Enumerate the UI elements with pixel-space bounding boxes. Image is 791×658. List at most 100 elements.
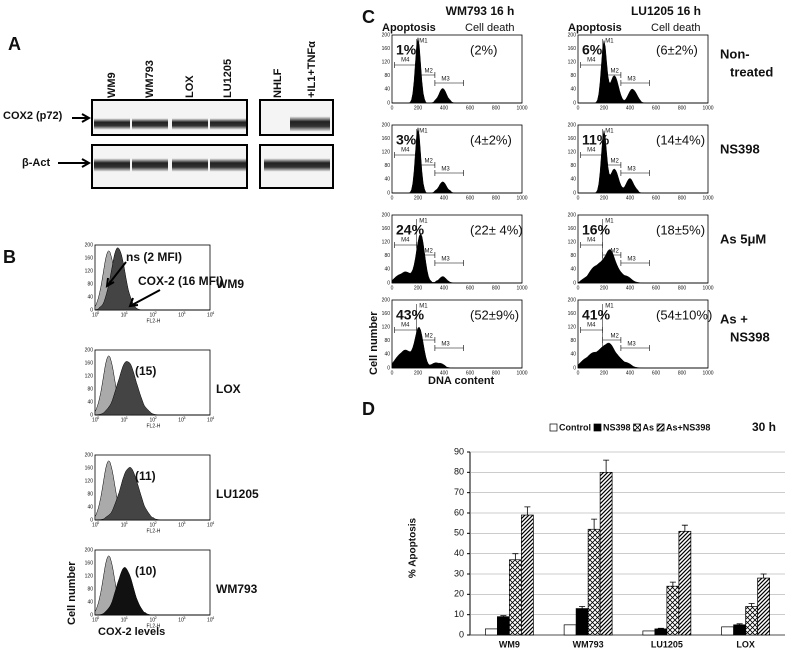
y-tick-label: 160: [85, 465, 94, 471]
axis-label: DNA content: [428, 375, 495, 387]
apoptosis-value: 3%: [396, 132, 417, 148]
gate-label: M4: [401, 238, 410, 244]
gate: [620, 345, 650, 351]
cell-death-value: (52±9%): [470, 307, 519, 322]
y-tick-label: 0: [90, 612, 93, 618]
x-tick-exponent: 0: [97, 615, 100, 620]
annotation: (11): [135, 469, 156, 483]
x-tick-exponent: 3: [183, 310, 186, 315]
x-tick-label: 600: [652, 285, 661, 291]
bar: [666, 585, 680, 636]
x-tick-exponent: 1: [126, 520, 129, 525]
y-tick-label: 80: [87, 586, 93, 592]
x-tick-exponent: 3: [183, 520, 186, 525]
gate-label: M3: [627, 342, 636, 348]
gate-label: M2: [611, 334, 620, 340]
gate-label: M3: [441, 342, 450, 348]
x-tick-label: 0: [391, 370, 394, 376]
y-tick-label: 0: [90, 412, 93, 418]
x-tick-label: 600: [652, 105, 661, 111]
histogram: [578, 40, 708, 104]
cell-line: WM793: [216, 582, 258, 596]
lane-label: LU1205: [222, 59, 234, 98]
column-header: Cell death: [651, 22, 701, 34]
error-bar: [681, 524, 688, 532]
y-tick-label: 160: [85, 255, 94, 261]
x-tick-base: 10: [92, 617, 98, 623]
y-tick-label: 80: [454, 467, 464, 477]
y-tick-label: 120: [85, 373, 94, 379]
error-bar: [736, 623, 743, 625]
error-bar: [591, 518, 598, 530]
x-tick-exponent: 1: [126, 615, 129, 620]
gate-label: M1: [419, 129, 428, 135]
gate-label: M2: [611, 69, 620, 75]
error-bar: [669, 581, 676, 587]
x-tick-label: 600: [466, 195, 475, 201]
blot-band: [264, 158, 330, 172]
y-tick-label: 80: [384, 338, 390, 344]
legend-label: As+NS398: [666, 422, 710, 432]
histogram: [391, 233, 522, 284]
annotation: COX-2 (16 MFI): [138, 274, 223, 288]
bar: [521, 514, 534, 636]
cell-death-value: (6±2%): [656, 42, 698, 57]
y-tick-label: 0: [387, 280, 390, 286]
bar: [642, 630, 656, 636]
y-tick-label: 40: [454, 548, 464, 558]
y-tick-label: 160: [382, 136, 391, 142]
gate: [620, 170, 650, 176]
y-tick-label: 80: [570, 338, 576, 344]
error-bar: [512, 553, 519, 560]
panel-label: B: [3, 247, 16, 267]
apoptosis-value: 43%: [396, 307, 425, 323]
x-tick-exponent: 4: [212, 615, 215, 620]
y-tick-label: 200: [85, 242, 94, 248]
column-header: Apoptosis: [382, 22, 436, 34]
channel-label: FL2-H: [147, 528, 161, 534]
histogram-frame: [577, 299, 709, 369]
channel-label: FL2-H: [147, 623, 161, 629]
annotation: ns (2 MFI): [126, 250, 182, 264]
x-tick-base: 10: [150, 312, 156, 318]
bar: [575, 608, 589, 636]
y-tick-label: 40: [87, 294, 93, 300]
x-tick-label: 600: [466, 370, 475, 376]
y-tick-label: 120: [568, 150, 577, 156]
x-tick-label: 800: [678, 195, 687, 201]
x-tick-label: 200: [414, 195, 423, 201]
row-label: treated: [730, 64, 773, 79]
x-tick-exponent: 2: [155, 615, 158, 620]
x-tick-label: 1000: [516, 195, 527, 201]
x-tick-base: 10: [207, 617, 213, 623]
error-bar: [500, 615, 507, 617]
blot-band: [210, 158, 246, 172]
x-tick-label: 400: [440, 195, 449, 201]
y-tick-label: 40: [570, 352, 576, 358]
y-tick-label: 200: [568, 32, 577, 38]
x-tick-exponent: 4: [212, 310, 215, 315]
chart-note: 30 h: [752, 420, 776, 434]
apoptosis-value: 24%: [396, 222, 425, 238]
y-tick-label: 80: [384, 253, 390, 259]
x-tick-base: 10: [121, 312, 127, 318]
panel-label: C: [362, 7, 375, 27]
x-tick-label: 0: [391, 285, 394, 291]
cell-death-value: (18±5%): [656, 222, 705, 237]
bar: [721, 626, 734, 636]
apoptosis-value: 6%: [582, 42, 603, 58]
gate-label: M2: [611, 159, 620, 165]
x-tick-label: 800: [492, 370, 501, 376]
error-bar: [748, 603, 755, 607]
x-tick-label: 1000: [702, 105, 713, 111]
bar: [509, 559, 522, 636]
gate: [434, 345, 464, 351]
y-tick-label: 120: [85, 268, 94, 274]
x-tick-label: 600: [466, 105, 475, 111]
x-tick-exponent: 1: [126, 310, 129, 315]
lane-label: LOX: [184, 75, 196, 98]
x-tick-exponent: 1: [126, 415, 129, 420]
x-tick-base: 10: [178, 417, 184, 423]
x-tick-label: WM9: [499, 639, 520, 649]
histogram: [578, 130, 708, 194]
